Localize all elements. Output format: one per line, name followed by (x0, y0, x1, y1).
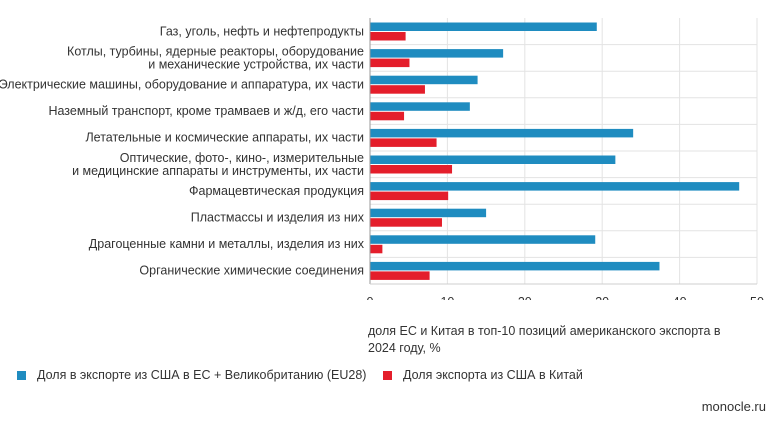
legend-label-eu: Доля в экспорте из США в ЕС + Великобрит… (37, 368, 367, 382)
bar-china (370, 111, 405, 121)
bar-eu (370, 182, 740, 191)
bar-china (370, 165, 453, 174)
bar-china (370, 218, 442, 227)
bar-china (370, 191, 449, 201)
legend-item-china: Доля экспорта из США в Китай (383, 368, 583, 382)
x-tick-label: 40 (673, 295, 687, 300)
category-label: Летательные и космические аппараты, их ч… (85, 131, 364, 145)
bar-eu (370, 208, 487, 218)
bar-eu (370, 128, 634, 138)
bar-china (370, 271, 430, 280)
bar-china (370, 244, 383, 254)
x-axis-label: доля ЕС и Китая в топ-10 позиций америка… (368, 324, 721, 355)
category-label: Органические химические соединения (139, 264, 364, 278)
bar-china (370, 32, 406, 41)
bar-eu (370, 155, 616, 164)
bar-eu (370, 22, 597, 31)
bar-eu (370, 235, 596, 244)
x-tick-label: 30 (595, 295, 609, 300)
bar-eu (370, 49, 504, 58)
bar-china (370, 138, 437, 147)
category-label: Оптические, фото-, кино-, измерительные (120, 151, 364, 165)
category-label: и механические устройства, их части (148, 57, 364, 71)
category-label: и медицинские аппараты и инструменты, их… (72, 164, 364, 178)
legend-item-eu: Доля в экспорте из США в ЕС + Великобрит… (17, 368, 366, 382)
category-label: Наземный транспорт, кроме трамваев и ж/д… (48, 104, 364, 118)
bar-chart: 0 10 20 30 40 50 Газ, уголь, нефть и нефтепрод… (0, 18, 764, 300)
legend-swatch-eu (17, 370, 26, 380)
category-label: Фармацевтическая продукция (189, 184, 364, 198)
legend-swatch-china (383, 370, 392, 380)
bar-eu (370, 75, 478, 85)
bar-china (370, 58, 410, 68)
category-label: Драгоценные камни и металлы, изделия из … (89, 237, 365, 251)
x-tick-label: 0 (367, 295, 374, 300)
x-tick-label: 20 (518, 295, 532, 300)
x-tick-label: 50 (750, 295, 764, 300)
category-label: Котлы, турбины, ядерные реакторы, оборуд… (67, 44, 364, 58)
bar-china (370, 85, 425, 94)
category-label: Пластмассы и изделия из них (191, 211, 365, 225)
x-tick-label: 10 (440, 295, 454, 300)
category-label: Газ, уголь, нефть и нефтепродукты (160, 24, 364, 38)
category-label: Электрические машины, оборудование и апп… (0, 78, 364, 92)
bar-eu (370, 261, 660, 271)
source-credit: monocle.ru (701, 399, 766, 414)
legend-label-china: Доля экспорта из США в Китай (403, 368, 583, 382)
bar-eu (370, 102, 470, 111)
